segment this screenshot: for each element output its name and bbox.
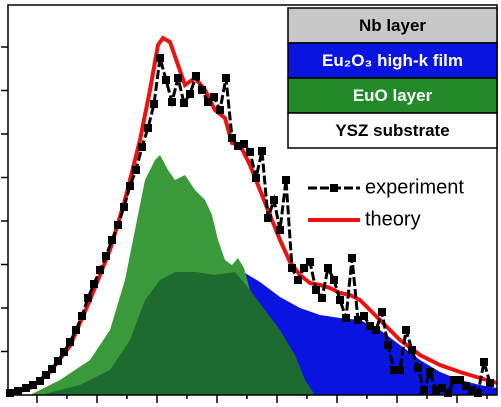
layer-label: Nb layer xyxy=(359,16,426,35)
layer xyxy=(287,7,498,44)
marker xyxy=(36,377,44,385)
marker xyxy=(330,276,338,284)
marker xyxy=(258,147,266,155)
marker xyxy=(372,326,380,334)
marker xyxy=(6,389,14,397)
marker xyxy=(276,226,284,234)
marker xyxy=(306,258,314,266)
layer-label: YSZ substrate xyxy=(335,121,449,140)
marker xyxy=(300,264,308,272)
marker xyxy=(324,264,332,272)
marker xyxy=(54,357,62,365)
legend-label: theory xyxy=(365,208,421,230)
marker xyxy=(228,134,236,142)
marker xyxy=(210,93,218,101)
marker xyxy=(288,264,296,272)
marker xyxy=(318,294,326,302)
marker xyxy=(204,98,212,106)
marker xyxy=(474,389,482,397)
marker xyxy=(42,371,50,379)
layer xyxy=(287,42,498,79)
marker xyxy=(240,140,248,148)
legend-label: experiment xyxy=(365,176,464,198)
marker xyxy=(198,86,206,94)
marker xyxy=(426,368,434,376)
marker xyxy=(336,296,344,304)
layer xyxy=(287,77,498,114)
marker xyxy=(252,174,260,182)
marker xyxy=(432,386,440,394)
marker xyxy=(444,389,452,397)
marker xyxy=(29,381,37,389)
marker xyxy=(246,148,254,156)
marker xyxy=(168,98,176,106)
marker xyxy=(420,386,428,394)
marker xyxy=(312,286,320,294)
marker xyxy=(438,384,446,392)
marker xyxy=(354,316,362,324)
marker xyxy=(144,124,152,132)
marker xyxy=(282,176,290,184)
marker xyxy=(396,366,404,374)
marker xyxy=(408,346,416,354)
marker xyxy=(390,366,398,374)
marker xyxy=(234,142,242,150)
marker xyxy=(186,90,194,98)
marker xyxy=(102,252,110,260)
marker xyxy=(90,280,98,288)
marker xyxy=(402,326,410,334)
plot-frame xyxy=(7,4,498,396)
marker xyxy=(348,254,356,262)
legend-marker xyxy=(330,184,338,192)
marker xyxy=(22,384,30,392)
marker xyxy=(174,74,182,82)
marker xyxy=(216,106,224,114)
marker xyxy=(264,214,272,222)
marker xyxy=(114,221,122,229)
layer xyxy=(287,112,498,149)
marker xyxy=(342,314,350,322)
marker xyxy=(270,196,278,204)
marker xyxy=(96,266,104,274)
marker xyxy=(132,166,140,174)
marker xyxy=(84,294,92,302)
marker xyxy=(66,338,74,346)
area xyxy=(40,272,315,395)
marker xyxy=(138,143,146,151)
marker xyxy=(192,72,200,80)
marker xyxy=(48,365,56,373)
marker xyxy=(462,382,470,390)
marker xyxy=(450,376,458,384)
marker xyxy=(378,308,386,316)
marker xyxy=(360,312,368,320)
marker xyxy=(414,364,422,372)
marker xyxy=(14,387,22,395)
marker xyxy=(72,326,80,334)
layer-label: EuO layer xyxy=(353,86,433,105)
marker xyxy=(78,312,86,320)
marker xyxy=(486,379,494,387)
marker xyxy=(120,203,128,211)
layer-label: Eu₂O₃ high-k film xyxy=(322,51,463,70)
marker xyxy=(468,386,476,394)
marker xyxy=(180,99,188,107)
marker xyxy=(126,182,134,190)
marker xyxy=(108,236,116,244)
marker xyxy=(456,376,464,384)
marker xyxy=(480,358,488,366)
marker xyxy=(156,54,164,62)
marker xyxy=(366,322,374,330)
marker xyxy=(222,74,230,82)
marker xyxy=(150,100,158,108)
marker xyxy=(384,341,392,349)
marker xyxy=(294,276,302,284)
marker xyxy=(60,348,68,356)
marker xyxy=(162,76,170,84)
